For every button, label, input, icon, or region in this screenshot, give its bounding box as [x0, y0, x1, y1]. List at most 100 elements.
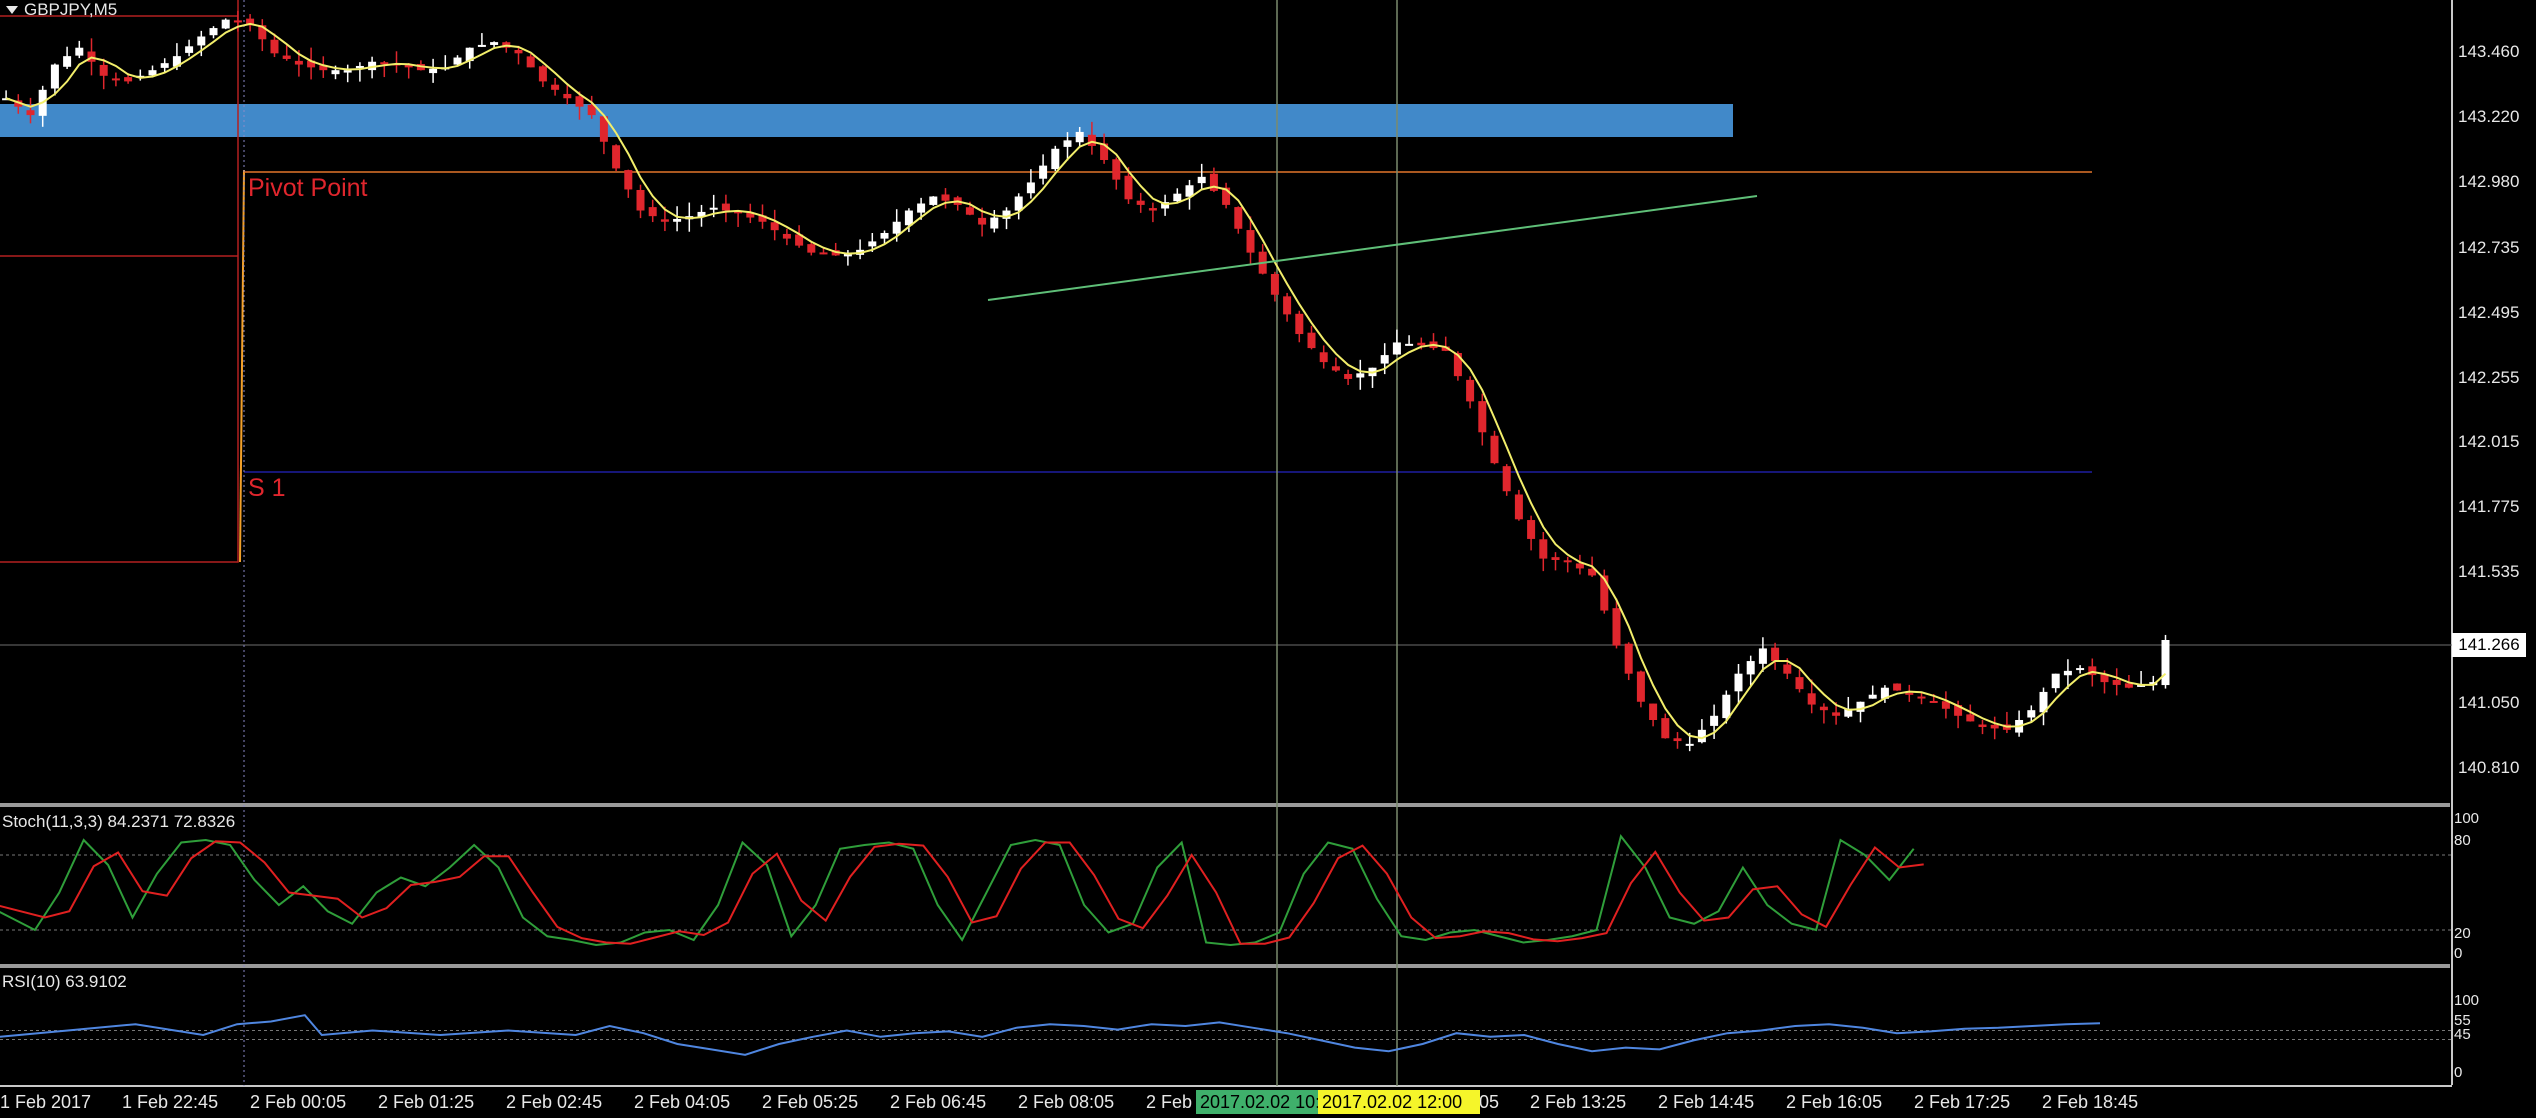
price-tick: 142.495 — [2458, 303, 2520, 322]
bear-candle — [1795, 677, 1804, 690]
bull-candle — [1197, 176, 1206, 184]
bear-candle — [563, 93, 572, 99]
bear-candle — [819, 252, 828, 255]
bull-candle — [1746, 661, 1755, 675]
bear-candle — [124, 77, 133, 82]
bear-candle — [1246, 230, 1255, 253]
bear-candle — [514, 49, 523, 54]
bear-candle — [1490, 435, 1499, 464]
bear-candle — [1502, 466, 1511, 492]
bull-candle — [355, 65, 364, 69]
bull-candle — [697, 211, 706, 217]
bear-candle — [2112, 679, 2121, 685]
symbol-title[interactable]: GBPJPY,M5 — [6, 0, 117, 20]
time-tick: 2 Feb 06:45 — [890, 1092, 987, 1112]
bear-candle — [978, 217, 987, 225]
bear-candle — [1783, 664, 1792, 674]
bear-candle — [1100, 143, 1109, 160]
bull-candle — [490, 42, 499, 45]
bull-candle — [673, 218, 682, 222]
bear-candle — [1331, 366, 1340, 371]
time-tick: 2 Feb 05:25 — [762, 1092, 859, 1112]
bear-candle — [282, 55, 291, 59]
bear-candle — [1087, 134, 1096, 146]
stochastic-label: Stoch(11,3,3) 84.2371 72.8326 — [2, 812, 236, 831]
bull-candle — [868, 241, 877, 247]
bear-candle — [1661, 718, 1670, 739]
price-tick: 142.735 — [2458, 238, 2520, 257]
bear-candle — [1612, 608, 1621, 646]
symbol-title-text: GBPJPY,M5 — [24, 0, 118, 19]
time-tick: 2 Feb 02:45 — [506, 1092, 603, 1112]
bear-candle — [26, 110, 35, 116]
time-tick: 2 Feb 00:05 — [250, 1092, 347, 1112]
bull-candle — [343, 70, 352, 73]
bear-candle — [782, 233, 791, 239]
bear-candle — [1929, 700, 1938, 703]
bear-candle — [941, 194, 950, 201]
bear-candle — [380, 62, 389, 65]
bull-candle — [172, 56, 181, 67]
stoch-level-tick: 20 — [2454, 925, 2471, 942]
bull-candle — [1868, 694, 1877, 699]
time-tick: 1 Feb 2017 — [0, 1092, 92, 1112]
bear-candle — [1575, 563, 1584, 569]
chevron-down-icon[interactable] — [6, 6, 18, 14]
bull-candle — [2051, 673, 2060, 689]
bear-candle — [1819, 706, 1828, 711]
bear-candle — [746, 212, 755, 218]
bull-candle — [1185, 185, 1194, 197]
stoch-level-tick: 80 — [2454, 832, 2471, 849]
bull-candle — [1051, 148, 1060, 170]
bear-candle — [1832, 712, 1841, 716]
bull-candle — [136, 75, 145, 78]
bull-candle — [2063, 670, 2072, 676]
bear-candle — [1905, 692, 1914, 695]
time-tick: 2 Feb 01:25 — [378, 1092, 475, 1112]
bull-candle — [1026, 182, 1035, 194]
bull-candle — [1734, 673, 1743, 692]
bear-candle — [1649, 703, 1658, 720]
bear-candle — [1222, 187, 1231, 205]
bear-candle — [599, 116, 608, 142]
price-tick: 142.980 — [2458, 172, 2520, 191]
bear-candle — [1673, 738, 1682, 742]
time-tick: 2 Feb 16:05 — [1786, 1092, 1883, 1112]
bull-candle — [709, 207, 718, 210]
bear-candle — [319, 65, 328, 71]
price-tick: 142.015 — [2458, 432, 2520, 451]
bull-candle — [1844, 708, 1853, 717]
bear-candle — [258, 25, 267, 40]
previous-day-range — [0, 0, 239, 563]
bear-candle — [1148, 208, 1157, 211]
rsi-label: RSI(10) 63.9102 — [2, 972, 127, 991]
bear-candle — [2088, 666, 2097, 676]
bull-candle — [221, 19, 230, 29]
time-tick: :05 — [1474, 1092, 1500, 1112]
stoch-main-line — [0, 834, 1915, 947]
bear-candle — [660, 219, 669, 222]
bear-candle — [1417, 342, 1426, 346]
price-tick: 143.460 — [2458, 42, 2520, 61]
rsi-level-tick: 0 — [2454, 1064, 2463, 1081]
bull-candle — [892, 221, 901, 234]
bear-candle — [965, 207, 974, 215]
time-tick: 2 Feb 17:25 — [1914, 1092, 2011, 1112]
bull-candle — [148, 70, 157, 76]
price-tick: 141.775 — [2458, 497, 2520, 516]
bear-candle — [1453, 353, 1462, 377]
price-tick: 143.220 — [2458, 107, 2520, 126]
bull-candle — [1710, 715, 1719, 726]
crosshair-time-tag: 2017.02.02 12:00 — [1318, 1090, 1480, 1114]
bear-candle — [111, 78, 120, 81]
bull-candle — [1063, 140, 1072, 147]
bull-candle — [1685, 743, 1694, 746]
bull-candle — [880, 232, 889, 239]
time-tick: 2 Feb 14:45 — [1658, 1092, 1755, 1112]
bear-candle — [648, 207, 657, 217]
bear-candle — [1539, 539, 1548, 559]
bear-candle — [294, 60, 303, 65]
bear-candle — [1466, 379, 1475, 402]
bull-candle — [1039, 165, 1048, 179]
